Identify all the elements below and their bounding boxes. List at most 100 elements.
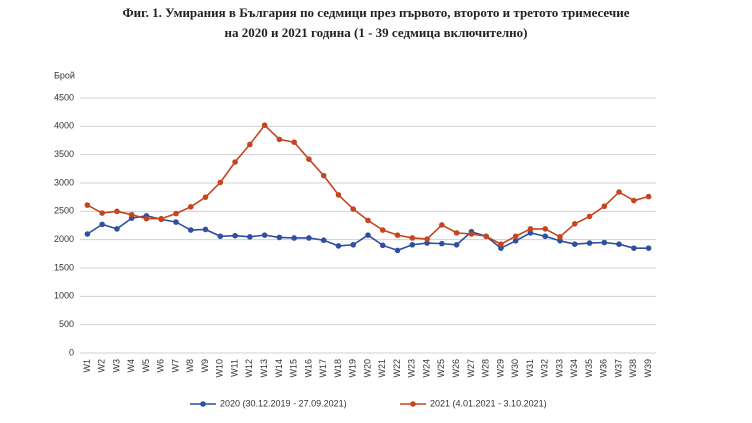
data-point (202, 194, 209, 200)
x-tick-label: W38 (628, 359, 638, 378)
x-tick-label: W7 (170, 359, 180, 373)
data-point (645, 193, 652, 200)
data-point (542, 233, 549, 240)
x-tick-label: W18 (333, 359, 343, 378)
data-point (498, 245, 504, 251)
x-tick-label: W34 (569, 359, 579, 378)
y-tick-label: 500 (59, 319, 74, 329)
x-tick-label: W5 (141, 359, 151, 373)
data-point (114, 226, 120, 232)
data-point (84, 202, 91, 208)
x-tick-label: W2 (97, 359, 107, 373)
x-tick-label: W32 (540, 359, 550, 378)
data-point (586, 213, 593, 220)
data-point (276, 234, 283, 241)
data-point (379, 227, 386, 233)
legend-label: 2020 (30.12.2019 - 27.09.2021) (220, 398, 347, 408)
x-tick-label: W26 (451, 359, 461, 378)
legend-marker (200, 401, 206, 407)
x-tick-label: W19 (348, 359, 358, 378)
x-tick-label: W14 (274, 359, 284, 378)
data-point (631, 197, 637, 204)
x-tick-label: W30 (510, 359, 520, 378)
y-tick-label: 3500 (54, 149, 74, 159)
data-point (409, 241, 416, 248)
data-point (527, 230, 534, 236)
data-point (276, 136, 283, 143)
data-point (631, 245, 637, 251)
x-tick-label: W6 (156, 359, 166, 373)
data-point (291, 235, 297, 241)
data-point (527, 226, 534, 232)
data-point (616, 189, 622, 195)
data-point (217, 179, 224, 186)
data-point (557, 234, 563, 240)
x-tick-label: W39 (643, 359, 653, 378)
data-point (261, 232, 268, 238)
legend-label: 2021 (4.01.2021 - 3.10.2021) (430, 398, 547, 408)
x-tick-label: W33 (554, 359, 564, 378)
data-point (424, 236, 430, 242)
data-point (468, 231, 475, 237)
x-tick-label: W29 (495, 359, 505, 378)
x-tick-label: W31 (525, 359, 535, 378)
data-point (232, 159, 238, 165)
data-point (542, 226, 549, 232)
data-point (365, 232, 371, 238)
chart-title: на 2020 и 2021 година (1 - 39 седмица вк… (225, 25, 528, 40)
data-point (232, 232, 238, 239)
x-tick-label: W13 (259, 359, 269, 378)
data-point (320, 237, 327, 244)
data-point (158, 215, 165, 222)
data-point (320, 172, 327, 179)
data-point (128, 211, 135, 218)
y-axis-label: Брой (54, 70, 75, 80)
y-tick-label: 1000 (54, 291, 74, 301)
data-point (143, 215, 150, 222)
data-point (335, 192, 342, 198)
x-tick-label: W22 (392, 359, 402, 378)
data-point (512, 233, 519, 240)
data-point (84, 231, 91, 237)
x-tick-label: W20 (362, 359, 372, 378)
x-tick-label: W8 (185, 359, 195, 373)
x-tick-label: W36 (599, 359, 609, 378)
data-point (645, 245, 652, 251)
data-point (571, 221, 578, 227)
data-point (483, 233, 489, 240)
x-tick-label: W35 (584, 359, 594, 378)
data-point (439, 240, 445, 247)
data-point (187, 227, 194, 233)
data-point (571, 241, 578, 247)
x-tick-label: W4 (126, 359, 136, 373)
legend-marker (410, 401, 416, 407)
data-point (261, 122, 268, 128)
data-point (394, 247, 401, 254)
x-tick-label: W1 (82, 359, 92, 373)
x-tick-label: W11 (229, 359, 239, 377)
data-point (335, 243, 342, 249)
y-tick-label: 4500 (54, 92, 74, 102)
data-point (601, 203, 608, 210)
y-tick-label: 1500 (54, 262, 74, 272)
data-point (202, 226, 209, 233)
data-point (291, 139, 297, 145)
x-tick-label: W3 (111, 359, 121, 373)
x-tick-label: W17 (318, 359, 328, 378)
x-tick-label: W25 (436, 359, 446, 378)
y-tick-label: 4000 (54, 121, 74, 131)
data-point (217, 233, 224, 240)
data-point (114, 208, 120, 215)
x-tick-label: W15 (289, 359, 299, 378)
series-line (87, 124, 649, 246)
data-point (99, 221, 105, 228)
x-tick-label: W21 (377, 359, 387, 378)
data-point (557, 238, 563, 244)
data-point (365, 217, 371, 224)
x-tick-label: W12 (244, 359, 254, 378)
data-point (306, 235, 312, 241)
data-point (247, 234, 253, 240)
data-point (512, 238, 519, 244)
data-point (187, 204, 194, 210)
